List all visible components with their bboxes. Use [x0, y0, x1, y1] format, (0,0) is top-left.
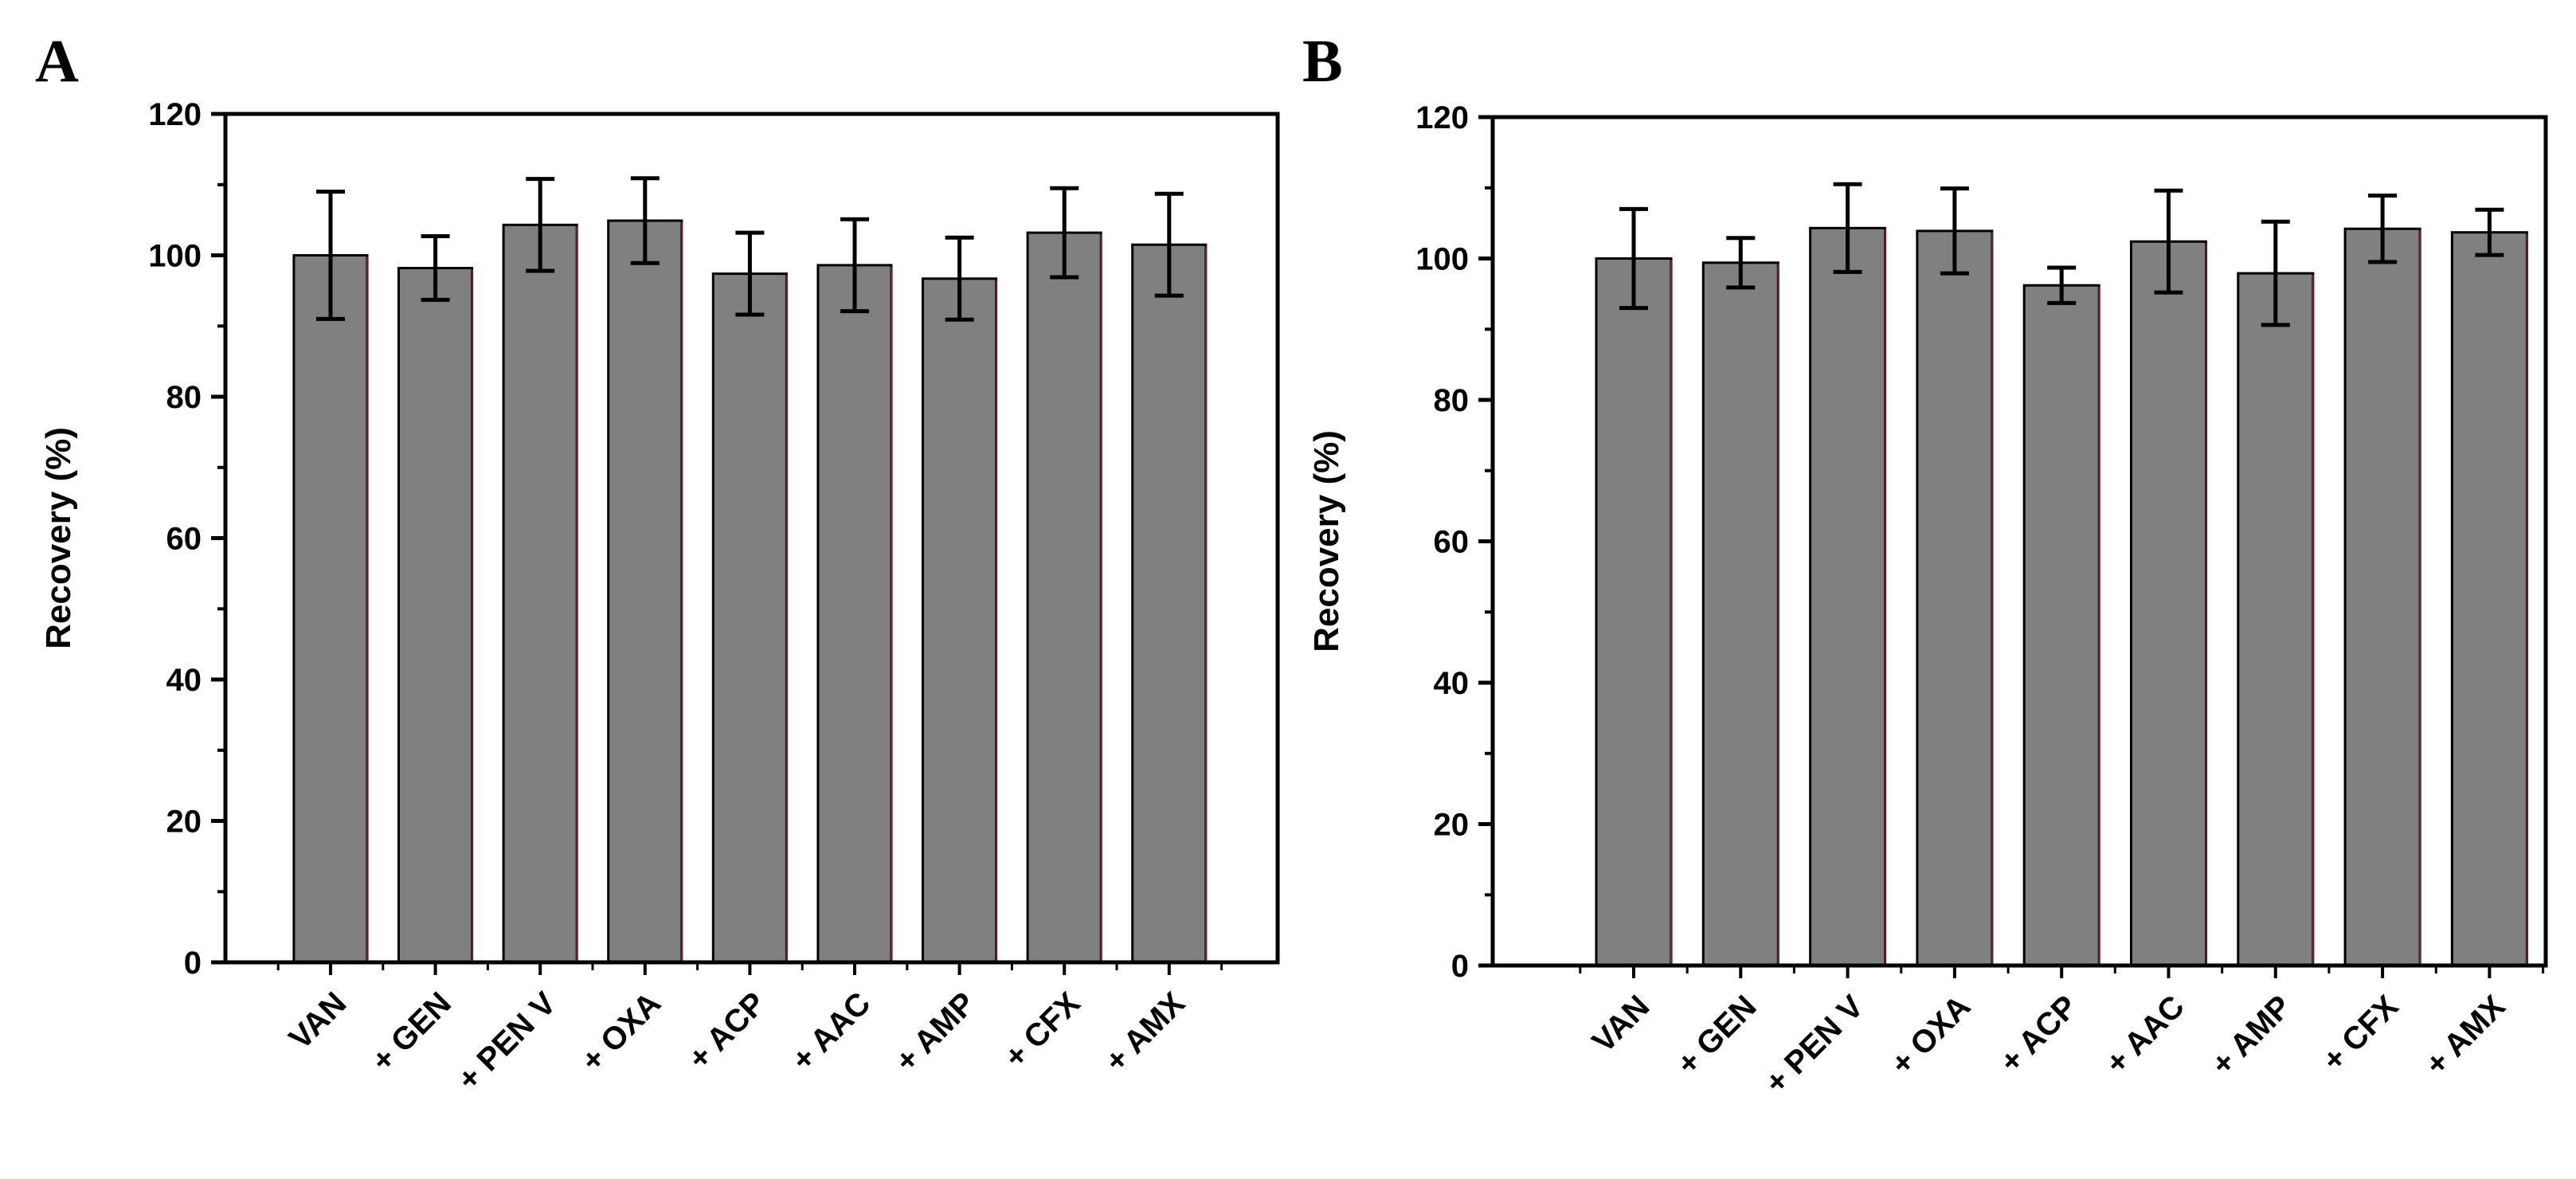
- panel-a-ytick-label-5: 100: [148, 239, 202, 274]
- panel-b-ytick-label-1: 20: [1434, 808, 1470, 843]
- panel-b-bar-3: [1916, 229, 1994, 967]
- panel-a-bar-6: [922, 277, 998, 964]
- panel-a-ytick-label-0: 0: [184, 946, 202, 981]
- panel-b-bar-6: [2237, 272, 2315, 967]
- panel-a-ytick-label-6: 120: [148, 97, 202, 132]
- panel-a-bar-2: [502, 223, 578, 964]
- panel-a-bar-3: [607, 219, 683, 964]
- panel-b-bar-0: [1595, 257, 1673, 967]
- panel-b-ytick-label-5: 100: [1415, 242, 1469, 277]
- panel-a-letter: A: [35, 28, 79, 95]
- panel-a-plot-area: VAN + GEN+ PEN V + OXA + ACP + AAC + AMP + CFX…: [39, 97, 1280, 1098]
- panel-a-bar-1: [397, 267, 474, 964]
- panel-b-ytick-label-6: 120: [1415, 100, 1469, 135]
- panel-b-bar-1: [1701, 261, 1779, 967]
- panel-b-letter: B: [1302, 28, 1343, 95]
- panel-a-ytick-label-1: 20: [166, 805, 202, 840]
- panel-a-bar-5: [816, 264, 893, 964]
- panel-a: A VAN + GEN+ PEN V + OXA + ACP + AAC + AMP + C…: [35, 28, 1280, 1098]
- panel-a-bar-0: [292, 254, 369, 964]
- panel-a-y-axis-title: Recovery (%): [39, 427, 78, 649]
- panel-b-bar-8: [2450, 231, 2528, 967]
- panel-b-bar-7: [2343, 227, 2421, 967]
- panel-b-y-axis-title: Recovery (%): [1307, 430, 1346, 652]
- panel-a-bar-8: [1131, 243, 1208, 964]
- panel-a-ytick-label-3: 60: [166, 522, 202, 557]
- panel-a-bar-7: [1026, 231, 1102, 964]
- panel-b-bar-5: [2130, 240, 2207, 967]
- panel-a-ytick-label-2: 40: [166, 663, 202, 698]
- panel-a-ytick-label-4: 80: [166, 380, 202, 415]
- panel-b-bar-4: [2022, 284, 2100, 967]
- panel-a-bar-4: [711, 272, 788, 964]
- panel-b-ytick-label-3: 60: [1434, 525, 1470, 560]
- panel-b-bar-2: [1809, 226, 1887, 967]
- panel-b-ytick-label-2: 40: [1434, 666, 1470, 701]
- panel-b-plot-area: VAN + GEN+ PEN V + OXA + ACP + AAC + AMP + CFX…: [1307, 100, 2548, 1101]
- panel-b-ytick-label-4: 80: [1434, 383, 1470, 418]
- panel-b-ytick-label-0: 0: [1451, 949, 1469, 984]
